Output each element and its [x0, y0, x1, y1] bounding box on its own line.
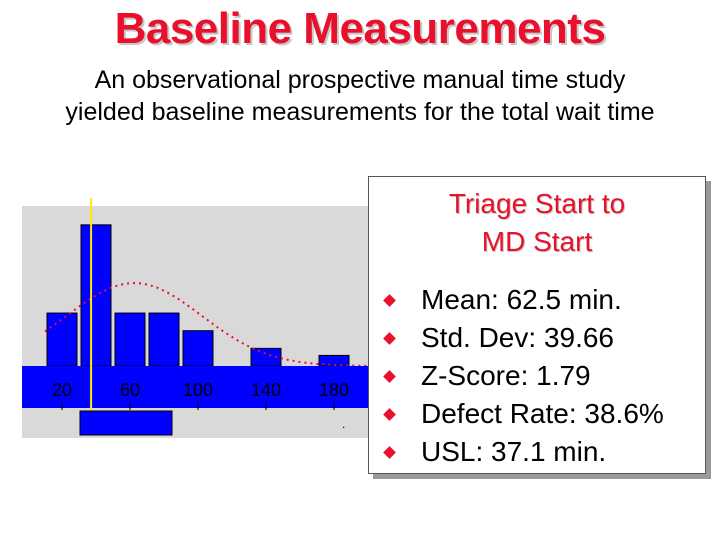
stat-item-mean: Mean: 62.5 min. [381, 281, 664, 319]
x-tick-label: 100 [183, 380, 213, 400]
histogram-bar [148, 312, 180, 367]
stat-item-std-dev: Std. Dev: 39.66 [381, 319, 664, 357]
diamond-bullet-icon [383, 370, 396, 383]
diamond-bullet-icon [383, 408, 396, 421]
axis-mark: . [342, 417, 345, 431]
stats-list: Mean: 62.5 min. Std. Dev: 39.66 Z-Score:… [381, 281, 664, 471]
page-title: Baseline Measurements [114, 4, 606, 53]
x-tick-label: 60 [120, 380, 140, 400]
x-tick-label: 140 [251, 380, 281, 400]
x-tick-label: 180 [319, 380, 349, 400]
histogram-bar [182, 330, 214, 367]
lower-blue-bar [79, 410, 173, 436]
diamond-bullet-icon [383, 332, 396, 345]
x-tick-label: 20 [52, 380, 72, 400]
stat-item-z-score: Z-Score: 1.79 [381, 357, 664, 395]
histogram-bar [80, 224, 112, 367]
histogram-bar [114, 312, 146, 367]
stats-heading: Triage Start to MD Start [369, 185, 705, 261]
subtitle-line-2: yielded baseline measurements for the to… [65, 98, 655, 126]
stats-heading-line-1: Triage Start to [448, 188, 626, 219]
stats-heading-line-2: MD Start [481, 226, 593, 257]
diamond-bullet-icon [383, 446, 396, 459]
histogram-bar [46, 312, 78, 367]
stat-item-defect-rate: Defect Rate: 38.6% [381, 395, 664, 433]
subtitle-line-1: An observational prospective manual time… [94, 66, 626, 94]
page-subtitle: An observational prospective manual time… [0, 64, 720, 128]
stat-item-usl: USL: 37.1 min. [381, 433, 664, 471]
x-axis-band [22, 366, 368, 408]
diamond-bullet-icon [383, 294, 396, 307]
stats-box: Triage Start to MD Start Mean: 62.5 min.… [368, 176, 706, 474]
